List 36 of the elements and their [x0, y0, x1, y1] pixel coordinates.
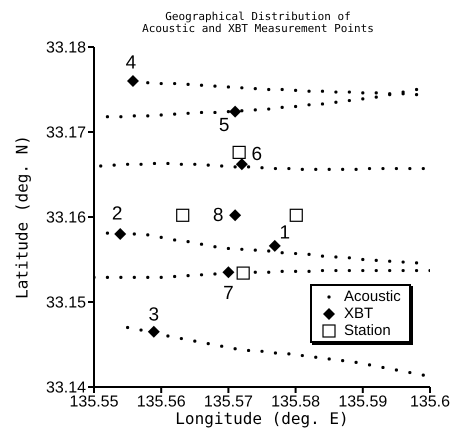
x-tick-label: 135.6 — [410, 393, 450, 410]
x-axis-title: Longitude (deg. E) — [175, 409, 349, 428]
annotation: 2 — [112, 204, 122, 224]
point — [236, 158, 248, 170]
annotation: 8 — [212, 204, 224, 226]
legend-label: XBT — [344, 305, 374, 322]
point — [126, 75, 139, 87]
annotation: 4 — [126, 52, 137, 74]
annotation: 7 — [223, 282, 234, 304]
point — [229, 106, 242, 118]
annotation: 6 — [252, 144, 262, 165]
annotation: 5 — [218, 115, 230, 136]
point — [148, 326, 160, 338]
annotation: 1 — [279, 222, 290, 244]
x-tick-label: 135.57 — [204, 393, 253, 410]
x-tick-label: 135.59 — [338, 393, 388, 410]
x-tick-label: 135.55 — [70, 393, 119, 410]
point — [268, 240, 281, 252]
point — [236, 266, 250, 280]
y-tick-label: 33.18 — [46, 40, 86, 57]
annotation: 3 — [148, 304, 160, 326]
y-tick-label: 33.17 — [46, 124, 86, 142]
point — [114, 228, 126, 240]
point — [176, 208, 190, 222]
legend-label: Acoustic — [344, 288, 401, 305]
point — [222, 266, 234, 278]
x-tick-label: 135.56 — [136, 393, 186, 410]
point — [232, 146, 246, 159]
point — [229, 209, 242, 222]
point — [290, 208, 303, 222]
legend-label: Station — [344, 322, 391, 339]
chart-title: Geographical Distribution of Acoustic and XBT Measurement Points — [142, 10, 374, 35]
y-tick-label: 33.15 — [46, 294, 86, 312]
y-tick-label: 33.16 — [46, 210, 86, 227]
x-tick-label: 135.58 — [271, 393, 320, 410]
y-axis-title: Latitude (deg. N) — [12, 135, 32, 299]
